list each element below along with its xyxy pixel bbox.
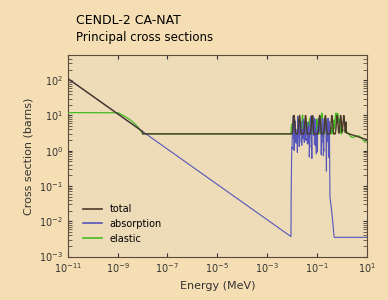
Text: CENDL-2 CA-NAT: CENDL-2 CA-NAT — [76, 14, 180, 26]
Legend: total, absorption, elastic: total, absorption, elastic — [79, 200, 166, 248]
X-axis label: Energy (MeV): Energy (MeV) — [180, 281, 255, 291]
Text: Principal cross sections: Principal cross sections — [76, 32, 213, 44]
Y-axis label: Cross section (barns): Cross section (barns) — [24, 97, 33, 215]
